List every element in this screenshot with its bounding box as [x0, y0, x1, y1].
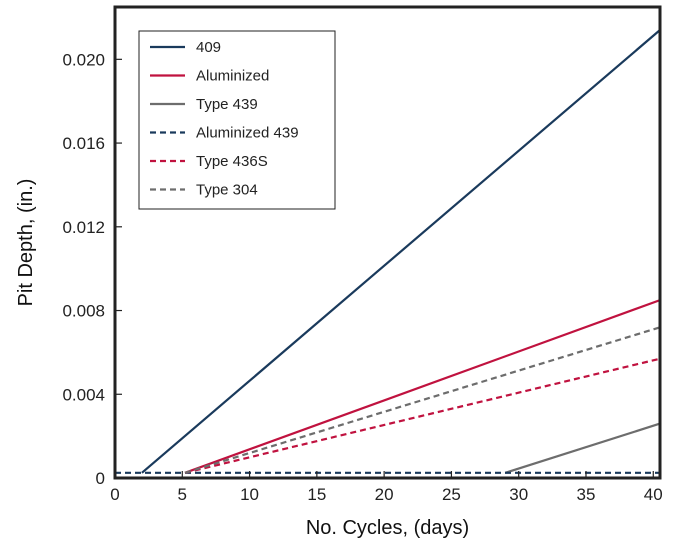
series-line-2 — [504, 422, 661, 474]
series-line-1 — [184, 299, 661, 474]
y-tick-label: 0 — [96, 469, 105, 488]
x-tick-label: 0 — [110, 485, 119, 504]
series-line-0 — [141, 29, 661, 474]
x-tick-label: 35 — [577, 485, 596, 504]
x-tick-label: 30 — [509, 485, 528, 504]
legend-label: 409 — [196, 39, 221, 56]
legend-label: Aluminized — [196, 68, 269, 85]
series-line-4 — [184, 357, 661, 474]
y-tick-label: 0.012 — [62, 218, 105, 237]
x-tick-label: 40 — [644, 485, 663, 504]
y-tick-label: 0.016 — [62, 134, 105, 153]
x-tick-label: 15 — [307, 485, 326, 504]
y-tick-label: 0.020 — [62, 50, 105, 69]
legend-label: Type 304 — [196, 182, 258, 199]
x-tick-label: 10 — [240, 485, 259, 504]
legend-label: Aluminized 439 — [196, 125, 299, 142]
y-tick-label: 0.008 — [62, 302, 105, 321]
series-line-5 — [184, 326, 661, 474]
x-tick-label: 25 — [442, 485, 461, 504]
legend-box — [138, 30, 336, 210]
series-lines — [115, 29, 661, 474]
x-tick-label: 20 — [375, 485, 394, 504]
plot-frame — [113, 5, 662, 480]
y-tick-label: 0.004 — [62, 385, 105, 404]
legend-label: Type 436S — [196, 153, 268, 170]
legend: 409 Aluminized Type 439 Aluminized 439 Type … — [138, 30, 336, 210]
axis-ticks: 0 5 10 15 20 25 30 35 40 0 0.004 0.008 0.012 0.016 0.0… — [62, 50, 662, 504]
x-axis-title: No. Cycles, (days) — [306, 517, 469, 539]
legend-label: Type 439 — [196, 96, 258, 113]
y-axis-title: Pit Depth, (in.) — [15, 179, 37, 307]
x-tick-label: 5 — [178, 485, 187, 504]
